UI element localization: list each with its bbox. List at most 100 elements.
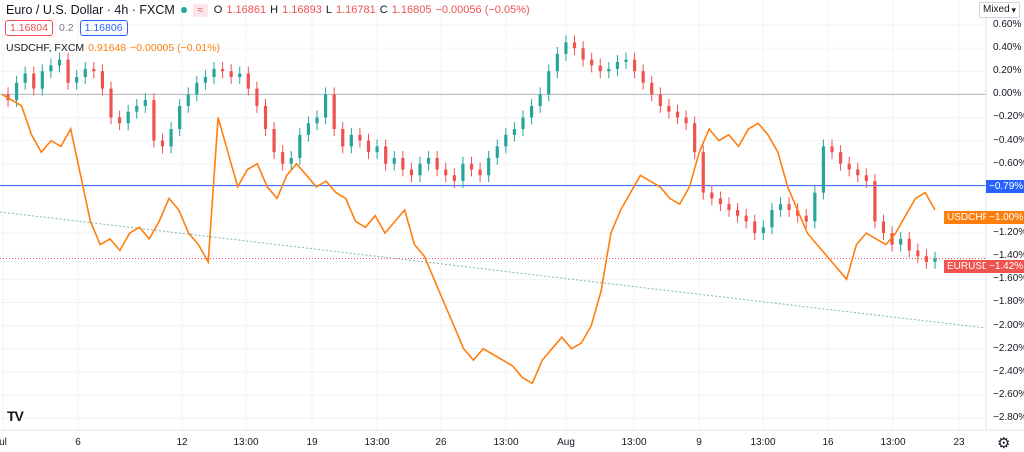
high-label: H xyxy=(270,4,279,16)
gear-icon[interactable]: ⚙ xyxy=(997,435,1011,452)
price-axis-label: 0.20% xyxy=(993,65,1022,77)
candle-body xyxy=(186,94,190,106)
candle-body xyxy=(727,204,731,210)
candle-body xyxy=(75,77,79,83)
compare-change: −0.00005 (−0.01%) xyxy=(130,42,221,54)
symbol-title[interactable]: Euro / U.S. Dollar · 4h · FXCM xyxy=(6,3,175,17)
candle-body xyxy=(315,117,319,124)
candle-body xyxy=(212,68,216,78)
buy-button[interactable]: 1.16806 xyxy=(79,20,128,36)
candle-body xyxy=(461,163,465,182)
candle-body xyxy=(14,82,19,101)
candle-body xyxy=(349,134,353,147)
price-axis-label: −0.40% xyxy=(993,134,1024,146)
candle-body xyxy=(401,157,405,170)
candle-body xyxy=(838,152,843,164)
candle-body xyxy=(152,100,156,141)
price-axis-label: −1.80% xyxy=(993,296,1024,308)
time-axis-label: 13:00 xyxy=(750,437,776,448)
candle-body xyxy=(220,68,225,72)
candle-body xyxy=(761,227,765,234)
candle-body xyxy=(444,169,448,176)
candle-body xyxy=(66,59,70,83)
candle-body xyxy=(289,157,293,164)
candle-body xyxy=(753,221,757,234)
candle-body xyxy=(641,71,645,83)
candle-body xyxy=(890,233,894,245)
candle-body xyxy=(529,105,534,118)
candle-body xyxy=(229,71,233,78)
candle-body xyxy=(126,111,130,124)
compare-legend[interactable]: USDCHF, FXCM 0.91648 −0.00005 (−0.01%) xyxy=(6,42,220,54)
time-axis-label: 16 xyxy=(822,437,834,448)
compare-symbol: USDCHF, FXCM xyxy=(6,42,85,54)
eurusd-name-tag: EURUSD xyxy=(944,260,993,273)
candle-body xyxy=(323,94,328,118)
candle-body xyxy=(813,192,817,222)
candle-body xyxy=(564,42,568,54)
price-axis-label: −2.20% xyxy=(993,342,1024,354)
candle-body xyxy=(624,59,628,62)
candle-body xyxy=(899,238,903,245)
change-value: −0.00056 (−0.05%) xyxy=(435,4,530,16)
candle-body xyxy=(924,256,929,262)
candle-body xyxy=(298,134,302,158)
candle-body xyxy=(864,175,868,182)
candle-body xyxy=(778,204,783,210)
close-label: C xyxy=(379,4,388,16)
price-axis-label: 0.00% xyxy=(993,88,1022,100)
candle-body xyxy=(847,163,851,170)
scale-mode-dropdown[interactable]: Mixed xyxy=(979,2,1020,18)
ohlc-values: O 1.16861 H 1.16893 L 1.16781 C 1.16805 −0.0… xyxy=(214,4,530,16)
price-axis-label: −1.40% xyxy=(993,250,1024,262)
candle-body xyxy=(830,146,834,153)
open-label: O xyxy=(213,4,223,16)
time-axis-label: 26 xyxy=(435,437,447,448)
time-axis-label: 13:00 xyxy=(493,437,519,448)
candle-body xyxy=(238,73,242,78)
low-label: L xyxy=(325,4,332,16)
candle-body xyxy=(169,129,173,147)
time-axis-label: 6 xyxy=(75,437,81,448)
low-value: 1.16781 xyxy=(335,4,376,16)
spread-value: 0.2 xyxy=(58,22,74,34)
price-axis-label: −2.60% xyxy=(993,388,1024,400)
usdchf-name-tag: USDCHF xyxy=(944,211,992,224)
candle-body xyxy=(787,204,791,210)
candle-body xyxy=(100,71,105,89)
candle-body xyxy=(40,71,44,89)
candle-body xyxy=(426,157,431,164)
candle-body xyxy=(907,238,911,251)
candle-body xyxy=(195,82,199,95)
price-axis-label: −0.20% xyxy=(993,111,1024,123)
market-status-icon xyxy=(180,7,187,13)
candle-body xyxy=(701,152,705,193)
trend-line[interactable] xyxy=(0,211,987,329)
compare-icon[interactable]: ≈ xyxy=(192,3,208,17)
eurusd-value-tag: −1.42% xyxy=(986,260,1024,273)
candle-body xyxy=(804,215,808,222)
candle-body xyxy=(632,59,637,72)
candle-body xyxy=(435,157,439,170)
candle-body xyxy=(538,94,542,106)
time-axis-label: ul xyxy=(0,437,7,448)
candle-body xyxy=(487,157,491,176)
tradingview-logo[interactable]: TV xyxy=(7,408,24,424)
candle-body xyxy=(203,77,208,83)
candle-body xyxy=(581,48,585,60)
candle-body xyxy=(92,68,96,72)
candle-body xyxy=(117,117,122,124)
candle-body xyxy=(109,88,113,118)
candle-body xyxy=(409,169,414,176)
candle-body xyxy=(49,65,53,72)
sell-button[interactable]: 1.16804 xyxy=(5,20,53,36)
candle-body xyxy=(418,163,422,176)
candle-body xyxy=(32,73,36,89)
candle-body xyxy=(57,59,62,66)
candle-body xyxy=(504,134,508,147)
time-axis-label: 23 xyxy=(953,437,965,448)
candle-body xyxy=(384,146,388,164)
usdchf-series-line[interactable] xyxy=(1,93,936,385)
trade-row: 1.16804 0.2 1.16806 xyxy=(5,20,128,36)
